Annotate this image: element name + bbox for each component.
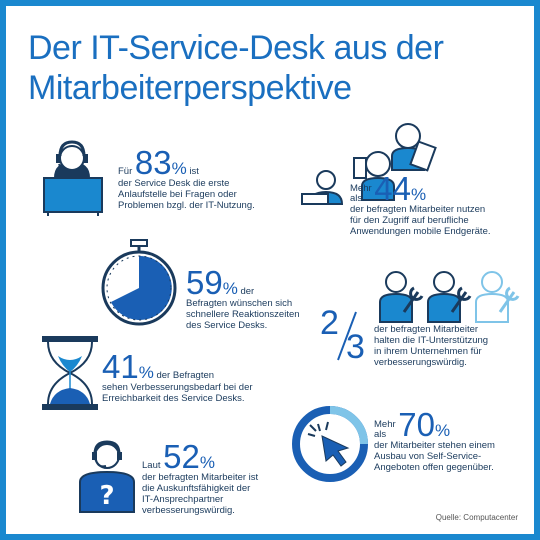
- stat-70-value: 70: [398, 406, 436, 443]
- click-cursor-icon: [292, 406, 368, 482]
- stat-59-line-3: des Service Desks.: [186, 320, 268, 331]
- stat-59-line-1: Befragten wünschen sich: [186, 298, 293, 309]
- title-line-2: Mitarbeiterperspektive: [28, 69, 352, 107]
- stat-41-post: der Befragten: [156, 370, 215, 381]
- stat-44-value: 44: [374, 170, 412, 207]
- stat-41-line-2: Erreichbarkeit des Service Desks.: [102, 393, 245, 404]
- page-title: Der IT-Service-Desk aus der Mitarbeiterp…: [28, 28, 444, 108]
- stat-44-line-2: für den Zugriff auf berufliche: [350, 215, 469, 226]
- stat-52-line-1: der befragten Mitarbeiter ist: [142, 472, 259, 483]
- stat-83-pct: %: [171, 159, 187, 178]
- stat-41-pct: %: [138, 363, 154, 382]
- stat-41-line-1: sehen Verbesserungsbedarf bei der: [102, 382, 253, 393]
- stat-52-block: Laut 52% der befragten Mitarbeiter ist d…: [142, 440, 259, 516]
- stat-52-pre: Laut: [142, 460, 161, 471]
- stopwatch-icon: [101, 239, 177, 326]
- stat-44-block: Mehr als 44% der befragten Mitarbeiter n…: [350, 172, 491, 237]
- stat-44-pre-2: als: [350, 193, 363, 204]
- stat-70-line-3: Angeboten offen gegenüber.: [374, 462, 494, 473]
- headset-agent-icon: [43, 140, 103, 216]
- stat-two-thirds-line-3: in ihrem Unternehmen für: [374, 346, 482, 357]
- stat-83-line-2: Anlaufstelle bei Fragen oder: [118, 189, 237, 200]
- stat-70-pre-2: als: [374, 429, 387, 440]
- stat-83-value: 83: [134, 144, 172, 181]
- stat-70-line-1: der Mitarbeiter stehen einem: [374, 440, 495, 451]
- stat-70-block: Mehr als 70% der Mitarbeiter stehen eine…: [374, 408, 495, 473]
- title-line-1: Der IT-Service-Desk aus der: [28, 29, 444, 67]
- stat-44-pre-1: Mehr: [350, 183, 372, 194]
- stat-83-block: Für 83% ist der Service Desk die erste A…: [118, 146, 255, 211]
- stat-41-value: 41: [102, 348, 139, 385]
- svg-text:?: ?: [99, 481, 114, 511]
- stat-two-thirds-line-4: verbesserungswürdig.: [374, 357, 467, 368]
- stat-two-thirds-num: 2: [320, 304, 339, 342]
- hourglass-icon: [42, 336, 98, 410]
- source-credit: Quelle: Computacenter: [435, 513, 518, 522]
- stat-59-line-2: schnellere Reaktionszeiten: [186, 309, 300, 320]
- stat-59-value: 59: [186, 264, 223, 301]
- stat-52-pct: %: [199, 453, 215, 472]
- stat-two-thirds-line-2: halten die IT-Unterstützung: [374, 335, 489, 346]
- stat-52-line-2: die Auskunftsfähigkeit der: [142, 483, 251, 494]
- stat-52-line-3: IT-Ansprechpartner: [142, 494, 224, 505]
- stat-83-pre: Für: [118, 166, 133, 177]
- stat-44-line-3: Anwendungen mobile Endgeräte.: [350, 226, 491, 237]
- stat-52-value: 52: [163, 438, 200, 475]
- stat-two-thirds-den: 3: [346, 328, 365, 366]
- stat-44-line-1: der befragten Mitarbeiter nutzen: [350, 204, 486, 215]
- fraction-slash-icon: [337, 311, 357, 361]
- stat-83-line-3: Problemen bzgl. der IT-Nutzung.: [118, 200, 255, 211]
- stat-44-pct: %: [411, 185, 427, 204]
- stat-two-thirds-line-1: der befragten Mitarbeiter: [374, 324, 479, 335]
- stat-52-line-4: verbesserungswürdig.: [142, 505, 235, 516]
- stat-83-post: ist: [189, 166, 199, 177]
- mobile-users-icon: [301, 123, 437, 205]
- stat-59-post: der: [240, 286, 255, 297]
- stat-59-pct: %: [222, 279, 238, 298]
- question-person-icon: ?: [79, 440, 135, 513]
- stat-70-pct: %: [435, 421, 451, 440]
- stat-70-pre-1: Mehr: [374, 419, 396, 430]
- stat-83-line-1: der Service Desk die erste: [118, 178, 230, 189]
- stat-59-block: 59% der Befragten wünschen sich schnelle…: [186, 266, 300, 331]
- stat-41-block: 41% der Befragten sehen Verbesserungsbed…: [102, 350, 253, 404]
- stat-70-line-2: Ausbau von Self-Service-: [374, 451, 482, 462]
- wrench-users-icon: [379, 271, 520, 323]
